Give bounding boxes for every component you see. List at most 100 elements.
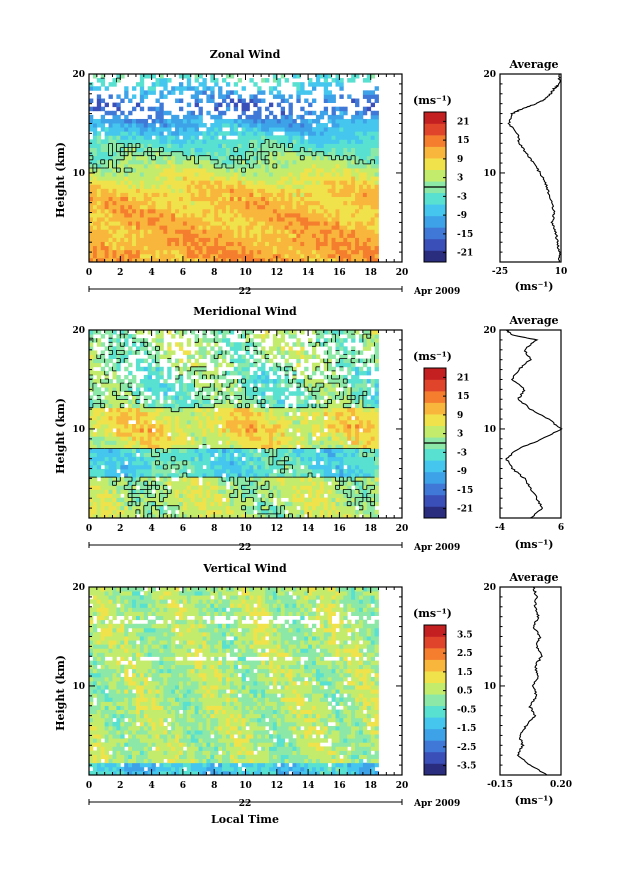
heatmap-cell [331,444,336,449]
heatmap-cell [288,424,293,429]
heatmap-cell [304,444,309,449]
heatmap-cell [186,217,192,222]
heatmap-cell [362,436,368,441]
heatmap-cell [229,123,235,128]
heatmap-cell [92,245,98,251]
heatmap-cell [265,176,270,181]
heatmap-cell [347,432,352,437]
heatmap-cell [214,172,219,177]
heatmap-cell [198,432,203,437]
heatmap-cell [241,172,246,177]
heatmap-cell [355,432,360,437]
heatmap-cell [343,253,348,259]
heatmap-cell [198,106,203,112]
heatmap-cell [108,489,113,494]
heatmap-cell [331,159,336,165]
heatmap-cell [300,184,305,189]
heatmap-cell [151,477,156,482]
heatmap-cell [300,448,305,454]
heatmap-cell [370,225,376,230]
heatmap-cell [355,513,360,519]
heatmap-cell [362,127,368,132]
heatmap-cell [268,217,274,222]
heatmap-cell [268,460,274,466]
heatmap-cell [335,118,340,124]
x-tick-label: 20 [396,268,409,278]
heatmap-cell [96,411,102,417]
heatmap-cell [257,489,262,494]
heatmap-cell [331,135,336,140]
heatmap-cell [284,464,289,470]
heatmap-cell [253,123,258,128]
heatmap-cell [280,98,286,104]
heatmap-cell [272,147,278,153]
heatmap-cell [351,229,356,234]
heatmap-cell [218,489,223,494]
heatmap-cell [151,163,156,169]
heatmap-cell [339,114,344,120]
heatmap-cell [186,114,192,120]
heatmap-cell [249,249,254,255]
heatmap-cell [237,407,242,413]
heatmap-cell [163,168,168,173]
heatmap-cell [253,432,258,437]
heatmap-cell [296,155,301,161]
heatmap-cell [323,196,329,202]
heatmap-cell [151,241,156,247]
heatmap-cell [272,159,278,165]
heatmap-cell [120,497,125,503]
heatmap-cell [327,415,332,421]
heatmap-cell [300,509,305,515]
heatmap-cell [366,513,372,519]
heatmap-cell [327,497,332,503]
heatmap-cell [249,168,254,173]
heatmap-cell [249,424,254,429]
heatmap-cell [343,452,348,458]
heatmap-cell [124,229,129,234]
heatmap-cell [147,513,152,519]
heatmap-cell [304,221,309,226]
heatmap-cell [284,176,289,181]
heatmap-cell [206,407,211,413]
heatmap-cell [272,74,278,79]
heatmap-cell [120,118,125,124]
heatmap-cell [358,172,364,177]
heatmap-cell [253,233,258,238]
heatmap-cell [132,151,137,157]
heatmap-cell [268,241,274,247]
heatmap-cell [241,159,246,165]
heatmap-cell [214,221,219,226]
heatmap-cell [132,448,137,454]
heatmap-cell [202,424,207,429]
heatmap-cell [253,151,258,157]
heatmap-cell [229,212,235,218]
heatmap-cell [155,489,160,494]
heatmap-cell [276,481,282,486]
x-tick-label: 14 [302,268,315,278]
heatmap-cell [218,428,223,433]
heatmap-cell [323,460,329,466]
heatmap-cell [233,180,239,185]
heatmap-cell [198,428,203,433]
heatmap-cell [132,176,137,181]
heatmap-cell [347,257,352,263]
heatmap-cell [120,253,125,259]
heatmap-cell [104,436,109,441]
heatmap-cell [147,200,152,206]
heatmap-cell [190,94,196,99]
heatmap-cell [210,139,215,144]
heatmap-cell [116,407,121,413]
heatmap-cell [100,78,106,83]
heatmap-cell [323,444,329,449]
heatmap-cell [339,460,344,466]
heatmap-cell [139,489,145,494]
heatmap-cell [237,200,242,206]
heatmap-cell [100,114,106,120]
heatmap-cell [292,411,297,417]
heatmap-cell [163,163,168,169]
heatmap-cell [135,176,141,181]
heatmap-cell [178,208,184,214]
heatmap-cell [147,253,152,259]
heatmap-cell [147,217,152,222]
heatmap-cell [186,200,192,206]
